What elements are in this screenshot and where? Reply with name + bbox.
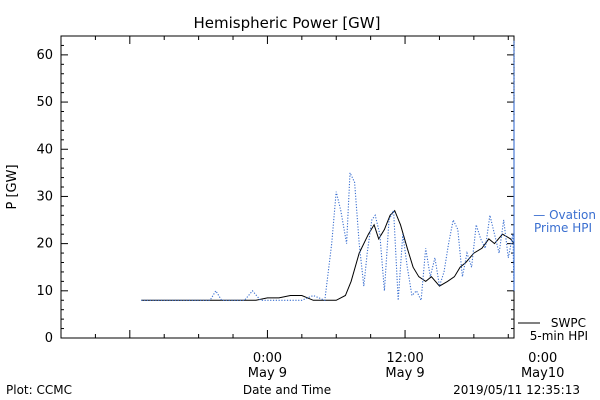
legend-ovation-label: — Ovation <box>533 208 596 222</box>
y-tick-label: 60 <box>36 48 53 63</box>
swpc-hpi-line <box>141 64 515 301</box>
y-tick-label: 50 <box>36 95 53 110</box>
y-tick-label: 20 <box>36 237 53 252</box>
plot-timestamp: 2019/05/11 12:35:13 <box>453 383 580 397</box>
x-tick-date-label: May10 <box>521 366 564 381</box>
series-layer <box>141 40 515 303</box>
legend-ovation-label: Prime HPI <box>534 221 592 235</box>
chart-title: Hemispheric Power [GW] <box>194 14 381 32</box>
x-tick-label: 0:00 <box>253 351 282 366</box>
y-tick-label: 10 <box>36 284 53 299</box>
y-axis-label: P [GW] <box>5 164 20 209</box>
x-tick-date-label: May 9 <box>385 366 424 381</box>
y-tick-label: 40 <box>36 142 53 157</box>
ovation-prime-hpi-line <box>141 40 515 303</box>
legend-swpc-label: SWPC <box>551 316 586 330</box>
plot-frame <box>60 35 515 339</box>
y-axis: 0 10 20 30 40 50 60 <box>36 44 514 346</box>
plot-credit: Plot: CCMC <box>6 383 72 397</box>
x-tick-date-label: May 9 <box>248 366 287 381</box>
y-tick-label: 0 <box>45 331 53 346</box>
y-tick-label: 30 <box>36 189 53 204</box>
x-tick-label: 0:00 <box>528 351 557 366</box>
x-tick-label: 12:00 <box>386 351 423 366</box>
x-axis-label: Date and Time <box>243 383 331 397</box>
legend-swpc-label: 5-min HPI <box>530 329 588 343</box>
